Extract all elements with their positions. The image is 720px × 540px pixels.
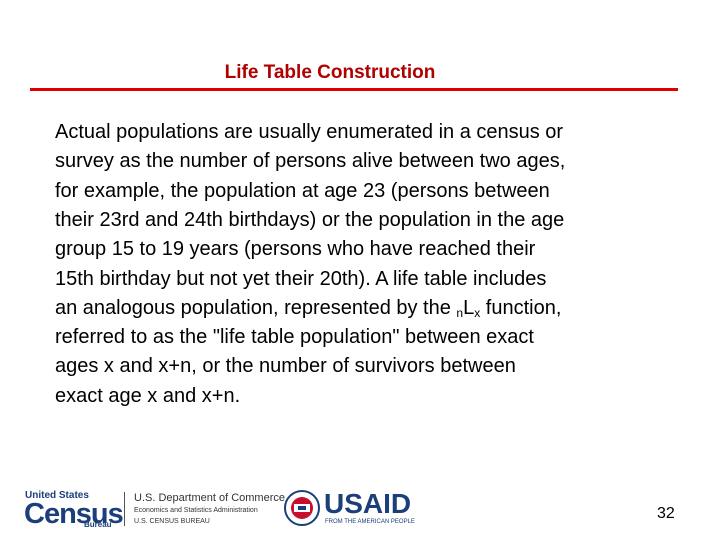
- title-rule: [30, 88, 678, 91]
- divider: [124, 492, 125, 526]
- usaid-tagline: FROM THE AMERICAN PEOPLE: [325, 519, 415, 525]
- slide-title: Life Table Construction: [224, 62, 436, 83]
- body-line: Actual populations are usually enumerate…: [55, 121, 564, 143]
- body-line: referred to as the "life table populatio…: [55, 326, 534, 349]
- body-line: survey as the number of persons alive be…: [55, 150, 566, 173]
- text: function,: [480, 296, 562, 319]
- body-line: for example, the population at age 23 (p…: [55, 179, 550, 202]
- census-top: United States: [25, 490, 89, 501]
- symbol: L: [463, 296, 475, 319]
- text: an analogous population, represented by …: [55, 296, 457, 319]
- body-line: exact age x and x+n.: [55, 384, 241, 407]
- subscript: n: [456, 305, 464, 320]
- body-line: their 23rd and 24th birthdays) or the po…: [55, 208, 565, 231]
- body-line: group 15 to 19 years (persons who have r…: [55, 238, 536, 261]
- subscript: x: [474, 305, 481, 320]
- body-line: ages x and x+n, or the number of survivo…: [55, 355, 516, 378]
- usaid-seal: [284, 490, 320, 526]
- commerce-sub: U.S. CENSUS BUREAU: [134, 518, 210, 525]
- body-line: 15th birthday but not yet their 20th). A…: [55, 267, 547, 290]
- commerce-sub: Economics and Statistics Administration: [134, 507, 258, 514]
- census-main: Census: [24, 498, 124, 530]
- body-line: an analogous population, represented by …: [55, 296, 561, 325]
- commerce-name: U.S. Department of Commerce: [134, 492, 285, 504]
- page-number: 32: [657, 505, 675, 522]
- usaid-main: USAID: [324, 488, 412, 519]
- census-bottom: Bureau: [84, 520, 112, 529]
